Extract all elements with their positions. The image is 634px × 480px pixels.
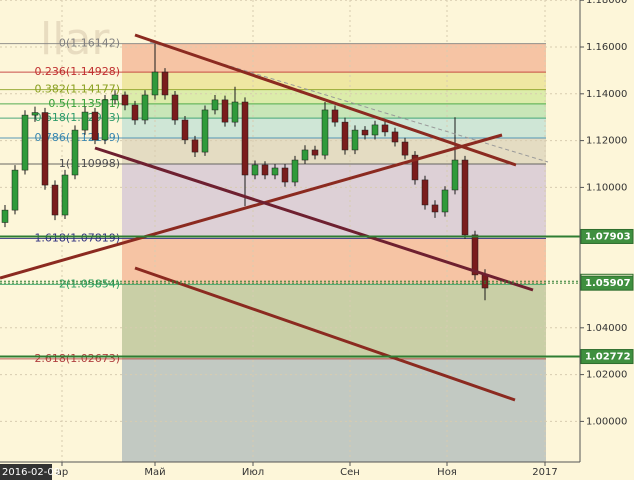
candle-body [291, 159, 299, 183]
fib-band [122, 164, 546, 239]
watermark: llar [40, 14, 110, 65]
cursor-date-box [0, 464, 52, 480]
fib-label: 0.5(1.13571) [48, 97, 120, 110]
fib-label: 0.236(1.14928) [34, 65, 120, 78]
price-tag [580, 228, 634, 244]
candle-body [1, 209, 9, 223]
fib-band [122, 43, 546, 73]
candle-body [191, 139, 199, 153]
x-tick-label: Ноя [437, 467, 457, 478]
candle-body [381, 124, 389, 133]
price-tag [580, 275, 634, 291]
candle-body [71, 129, 79, 176]
fib-label: 2(1.05854) [59, 277, 120, 290]
candle-body [201, 109, 209, 153]
candle-body [421, 179, 429, 206]
x-tick-label: Июл [242, 467, 264, 478]
x-tick-label: Сен [340, 467, 360, 478]
fib-label: 0.618(1.12963) [34, 111, 120, 124]
y-tick-label: 1.02000 [586, 370, 627, 381]
candle-body [371, 124, 379, 136]
price-tag-label: 1.05907 [585, 278, 631, 289]
fib-band [122, 118, 546, 139]
candle-body [461, 159, 469, 236]
fib-label: 0.382(1.14177) [34, 83, 120, 96]
y-tick-label: 1.18000 [586, 0, 627, 6]
fib-band [122, 358, 546, 462]
x-tick-label: Май [144, 467, 165, 478]
candle-body [211, 99, 219, 111]
candle-body [331, 109, 339, 123]
candle-body [11, 169, 19, 211]
candle-body [401, 141, 409, 156]
candle-body [51, 184, 59, 216]
grid [0, 0, 580, 462]
trend-lines [0, 33, 549, 402]
trend-line [134, 33, 517, 167]
candle-body [101, 99, 109, 141]
candle-body [231, 101, 239, 123]
candle-body [21, 114, 29, 171]
candle-body [341, 121, 349, 151]
candle-body [441, 189, 449, 213]
candle-body [131, 104, 139, 121]
price-tag [580, 349, 634, 365]
candle-body [221, 99, 229, 123]
fib-label: 1.618(1.07819) [34, 231, 120, 244]
candle-body [81, 111, 89, 131]
x-tick-label: ар [56, 467, 68, 478]
trend-line [0, 133, 503, 280]
candle-body [251, 164, 259, 176]
candle-body [121, 94, 129, 106]
candle-body [261, 164, 269, 176]
candle-body [61, 174, 69, 216]
fib-label: 2.618(1.02673) [34, 352, 120, 365]
candle-body [151, 71, 159, 96]
fib-band [122, 72, 546, 90]
y-tick-label: 1.16000 [586, 42, 627, 53]
candle-body [281, 167, 289, 183]
candles [1, 43, 489, 301]
candle-body [181, 119, 189, 141]
candle-body [361, 129, 369, 136]
candle-body [471, 234, 479, 276]
y-tick-label: 1.00000 [586, 416, 627, 427]
candle-body [91, 111, 99, 141]
fib-bands [122, 43, 546, 462]
fib-label: 1(1.10998) [59, 157, 120, 170]
candle-body [171, 94, 179, 121]
candle-body [111, 94, 119, 101]
fib-band [122, 284, 546, 359]
trend-line [94, 146, 534, 292]
y-tick-label: 1.14000 [586, 89, 627, 100]
candle-body [351, 129, 359, 151]
candle-body [431, 204, 439, 213]
candle-body [411, 154, 419, 181]
y-tick-label: 1.04000 [586, 323, 627, 334]
candle-body [241, 101, 249, 176]
axes: 1.00000 1.02000 1.04000 1.10000 1.12000 1.140… [56, 0, 634, 478]
trend-line [134, 266, 516, 402]
fib-label: 0(1.16142) [59, 37, 120, 50]
price-tag-label: 1.07903 [585, 231, 631, 242]
candle-body [41, 112, 49, 186]
candle-body [301, 149, 309, 161]
candle-body [141, 94, 149, 121]
y-tick-label: 1.12000 [586, 136, 627, 147]
candle-body [161, 71, 169, 96]
candle-body [271, 167, 279, 176]
candle-body [31, 112, 39, 116]
y-tick-label: 1.10000 [586, 182, 627, 193]
cursor-date: 2016-02-09 [2, 467, 60, 478]
x-tick-label: 2017 [532, 467, 557, 478]
candle-body [321, 109, 329, 156]
candle-body [451, 159, 459, 191]
price-lines [0, 235, 580, 358]
candle-body [311, 149, 319, 156]
candle-body [391, 131, 399, 143]
price-tag-label: 1.02772 [585, 352, 631, 363]
